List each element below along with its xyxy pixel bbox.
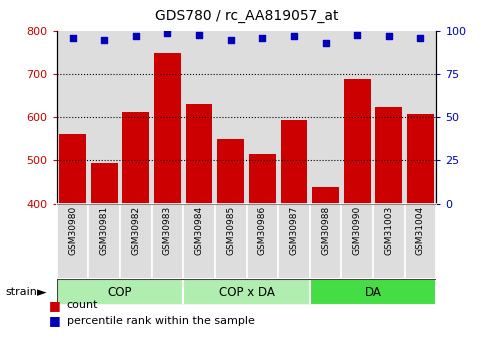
Bar	[152, 31, 183, 204]
Bar	[344, 79, 371, 204]
Point	[69, 35, 76, 41]
FancyBboxPatch shape	[246, 204, 278, 279]
Point	[290, 33, 298, 39]
Text: GSM30982: GSM30982	[131, 206, 141, 255]
FancyBboxPatch shape	[183, 204, 215, 279]
Bar	[278, 31, 310, 204]
Bar	[246, 31, 278, 204]
Bar	[120, 31, 152, 204]
Text: ■: ■	[49, 314, 61, 327]
FancyBboxPatch shape	[373, 204, 405, 279]
Bar	[88, 31, 120, 204]
Bar	[215, 31, 246, 204]
Bar	[59, 134, 86, 204]
Bar	[183, 31, 215, 204]
Text: COP x DA: COP x DA	[218, 286, 275, 299]
FancyBboxPatch shape	[405, 204, 436, 279]
Bar	[249, 155, 276, 204]
FancyBboxPatch shape	[57, 279, 183, 305]
Text: count: count	[67, 300, 98, 310]
Point	[164, 30, 172, 36]
Point	[417, 35, 424, 41]
Text: strain: strain	[5, 287, 37, 297]
Text: COP: COP	[107, 286, 132, 299]
Point	[100, 37, 108, 42]
Bar	[217, 139, 244, 204]
Text: GSM30983: GSM30983	[163, 206, 172, 255]
Text: GDS780 / rc_AA819057_at: GDS780 / rc_AA819057_at	[155, 9, 338, 23]
Text: GSM30987: GSM30987	[289, 206, 298, 255]
Bar	[91, 163, 118, 204]
Bar	[154, 52, 181, 204]
Text: GSM30980: GSM30980	[68, 206, 77, 255]
Point	[353, 32, 361, 37]
Bar	[281, 120, 308, 204]
Bar	[341, 31, 373, 204]
Text: GSM30990: GSM30990	[352, 206, 362, 255]
Point	[321, 40, 329, 46]
FancyBboxPatch shape	[310, 279, 436, 305]
Text: ►: ►	[37, 286, 47, 299]
Text: ■: ■	[49, 299, 61, 312]
Text: GSM31003: GSM31003	[385, 206, 393, 255]
Bar	[185, 104, 212, 204]
FancyBboxPatch shape	[341, 204, 373, 279]
FancyBboxPatch shape	[310, 204, 341, 279]
FancyBboxPatch shape	[183, 279, 310, 305]
Text: GSM30985: GSM30985	[226, 206, 235, 255]
Bar	[373, 31, 405, 204]
Point	[132, 33, 140, 39]
Text: GSM30984: GSM30984	[195, 206, 204, 255]
Bar	[57, 31, 88, 204]
Text: percentile rank within the sample: percentile rank within the sample	[67, 316, 254, 326]
Bar	[407, 114, 434, 204]
Text: GSM30988: GSM30988	[321, 206, 330, 255]
Bar	[375, 107, 402, 204]
Point	[195, 32, 203, 37]
Bar	[312, 187, 339, 204]
FancyBboxPatch shape	[120, 204, 152, 279]
Point	[385, 33, 393, 39]
FancyBboxPatch shape	[88, 204, 120, 279]
FancyBboxPatch shape	[278, 204, 310, 279]
Bar	[405, 31, 436, 204]
Text: GSM30986: GSM30986	[258, 206, 267, 255]
FancyBboxPatch shape	[57, 204, 88, 279]
Bar	[122, 112, 149, 204]
Text: DA: DA	[365, 286, 382, 299]
FancyBboxPatch shape	[215, 204, 246, 279]
Bar	[310, 31, 341, 204]
Text: GSM31004: GSM31004	[416, 206, 425, 255]
Point	[258, 35, 266, 41]
Text: GSM30981: GSM30981	[100, 206, 108, 255]
Point	[227, 37, 235, 42]
FancyBboxPatch shape	[152, 204, 183, 279]
